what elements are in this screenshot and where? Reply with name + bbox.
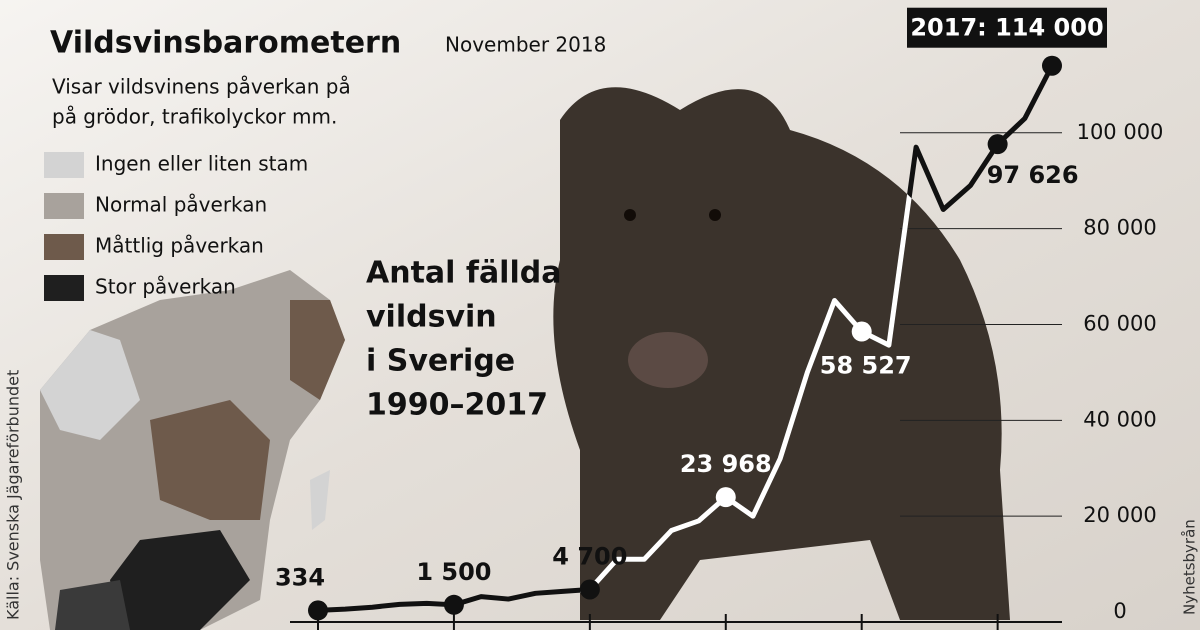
marker — [443, 594, 464, 615]
marker — [851, 321, 872, 342]
marker — [579, 579, 600, 600]
y-tick-label: 60 000 — [1083, 311, 1156, 335]
marker — [1042, 55, 1062, 76]
source: Källa: Svenska Jägareförbundet — [4, 370, 23, 620]
boar-photo — [553, 87, 1010, 621]
value-label: 2017: 114 000 — [910, 14, 1103, 42]
legend-label: Ingen eller liten stam — [95, 152, 308, 176]
annotation: vildsvin — [366, 300, 497, 335]
marker — [715, 487, 736, 508]
description: på grödor, trafikolyckor mm. — [52, 105, 337, 129]
y-tick-label: 100 000 — [1077, 120, 1164, 144]
title: Vildsvinsbarometern — [50, 26, 401, 61]
marker — [987, 134, 1008, 155]
value-label: 4 700 — [552, 542, 627, 570]
marker — [308, 600, 328, 621]
y-tick-label: 40 000 — [1083, 407, 1156, 431]
value-label: 1 500 — [416, 558, 491, 586]
annotation: 1990–2017 — [366, 388, 548, 423]
value-label: 334 — [275, 563, 325, 591]
value-label: 97 626 — [987, 161, 1079, 189]
legend-label: Stor påverkan — [95, 275, 236, 299]
legend-swatch — [44, 193, 84, 219]
annotation: Antal fällda — [366, 256, 561, 291]
credit: Nyhetsbyrån — [1181, 519, 1199, 615]
y-tick-label: 0 — [1113, 599, 1126, 623]
value-label: 23 968 — [680, 450, 772, 478]
value-label: 58 527 — [820, 352, 912, 380]
y-tick-label: 20 000 — [1083, 503, 1156, 527]
y-tick-label: 80 000 — [1083, 216, 1156, 240]
legend-label: Måttlig påverkan — [95, 234, 264, 258]
description: Visar vildsvinens påverkan på — [52, 75, 351, 99]
legend-label: Normal påverkan — [95, 193, 267, 217]
subtitle: November 2018 — [445, 33, 606, 57]
annotation: i Sverige — [366, 344, 515, 379]
value-label-box: 2017: 114 000 — [907, 7, 1107, 48]
map — [40, 270, 345, 630]
legend-swatch — [44, 234, 84, 260]
label-box — [907, 7, 1107, 48]
legend-swatch — [44, 152, 84, 178]
legend-swatch — [44, 275, 84, 301]
